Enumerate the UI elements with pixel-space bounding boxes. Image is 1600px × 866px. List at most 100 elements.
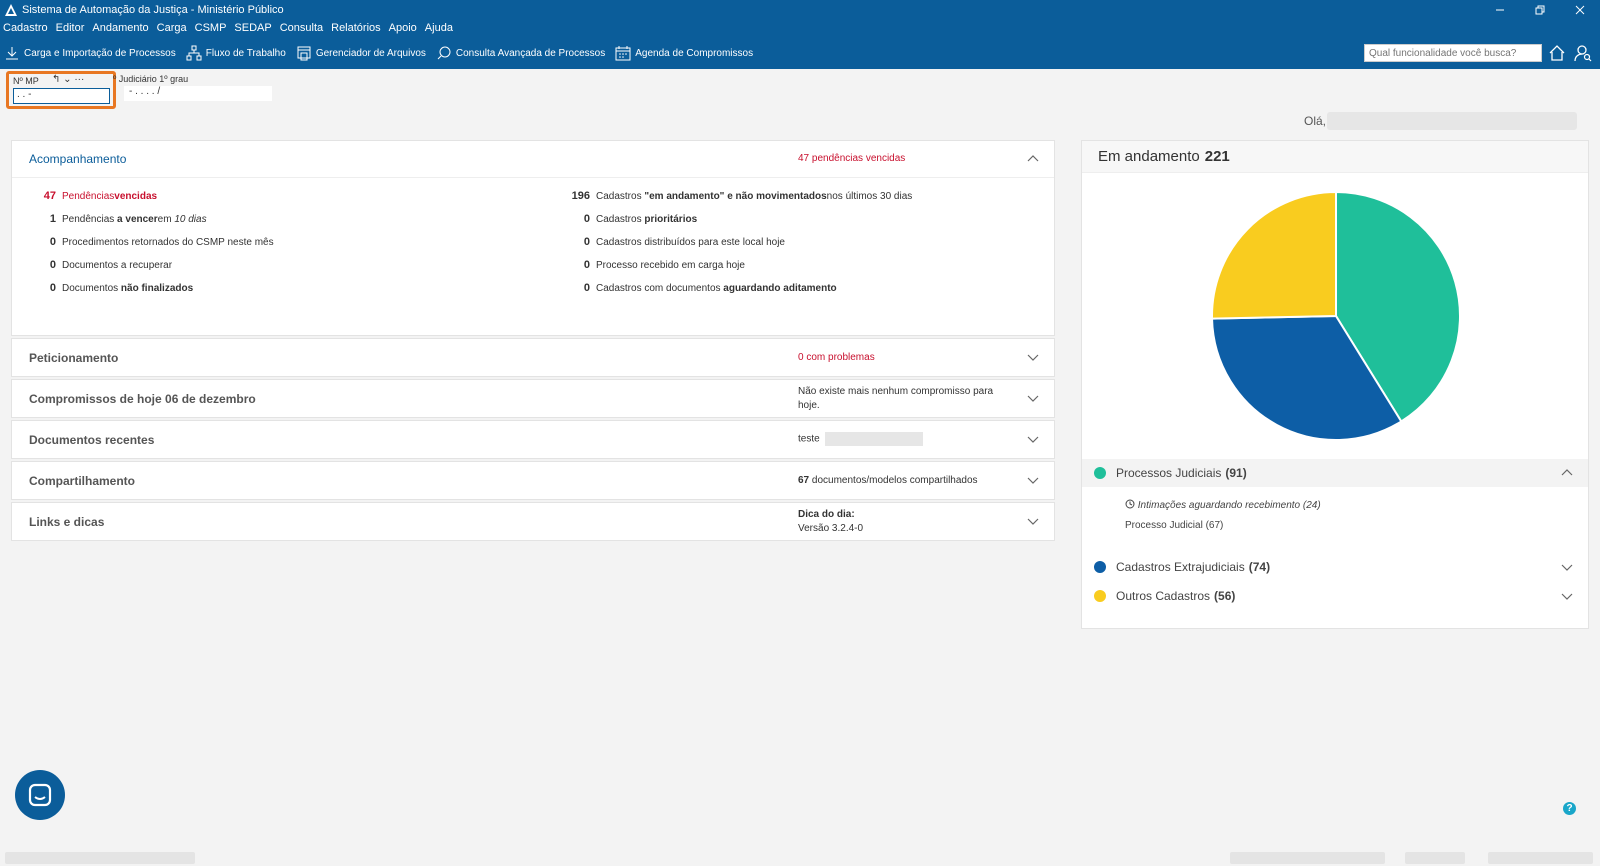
documentos-header[interactable]: Documentos recentes teste (12, 421, 1054, 458)
stat-num: 1 (49, 213, 56, 225)
stat-tail: em (157, 213, 172, 225)
documentos-text[interactable]: teste (798, 433, 820, 445)
judiciario-label[interactable]: º Judiciário 1º grau (113, 74, 189, 84)
fluxo-trabalho-button[interactable]: Fluxo de Trabalho (186, 45, 286, 61)
stat-processo-recebido[interactable]: 0 Processo recebido em carga hoje (560, 259, 745, 271)
judiciario-number-input[interactable]: - . . . . / (124, 86, 272, 101)
em-andamento-total: 221 (1204, 148, 1230, 165)
download-icon (6, 47, 18, 60)
chevron-down-icon[interactable] (1026, 391, 1040, 405)
fluxo-trabalho-label: Fluxo de Trabalho (205, 47, 286, 59)
compartilhamento-title: Compartilhamento (29, 473, 136, 488)
user-name-redacted (1327, 112, 1577, 130)
window-title: Sistema de Automação da Justiça - Minist… (22, 3, 284, 16)
legend-processos-judiciais[interactable]: Processos Judiciais (91) (1082, 459, 1588, 487)
chevron-up-icon[interactable] (1026, 152, 1040, 166)
chevron-up-icon[interactable] (1560, 466, 1574, 480)
dica-text: Versão 3.2.4-0 (798, 522, 864, 534)
menu-andamento[interactable]: Andamento (92, 22, 149, 34)
restore-icon (1535, 5, 1545, 14)
menu-editor[interactable]: Editor (55, 22, 85, 34)
close-button[interactable] (1560, 0, 1600, 19)
menu-carga[interactable]: Carga (156, 22, 187, 34)
user-search-button[interactable] (1572, 42, 1594, 64)
carga-importacao-button[interactable]: Carga e Importação de Processos (4, 45, 176, 61)
pie-slice-outros-cadastros[interactable] (1211, 190, 1337, 320)
stat-cadastros-distribuidos[interactable]: 0 Cadastros distribuídos para este local… (560, 236, 785, 248)
mp-field-options[interactable]: ↰ ⌄ ··· (52, 74, 85, 85)
stat-num: 47 (43, 190, 56, 202)
pie-slice-processos-judiciais[interactable] (1335, 190, 1461, 423)
chat-button[interactable] (15, 770, 65, 820)
chevron-down-icon[interactable] (1560, 560, 1574, 574)
legend-cadastros-extrajudiciais[interactable]: Cadastros Extrajudiciais (74) (1082, 553, 1588, 581)
menu-consulta[interactable]: Consulta (279, 22, 324, 34)
menu-cadastro[interactable]: Cadastro (3, 22, 48, 34)
stat-cadastros-prioritarios[interactable]: 0 Cadastros prioritários (560, 213, 697, 225)
stat-text: Pendências (62, 213, 115, 225)
pie-slice-cadastros-extrajudiciais[interactable] (1211, 314, 1403, 441)
stat-pendencias-a-vencer[interactable]: 1 Pendências a vencer em 10 dias (26, 213, 207, 225)
stat-cadastros-em-andamento[interactable]: 196 Cadastros "em andamento" e não movim… (560, 190, 913, 202)
agenda-compromissos-button[interactable]: Agenda de Compromissos (615, 45, 753, 61)
mp-number-input[interactable]: . . - (13, 88, 110, 104)
stat-bold: não finalizados (120, 282, 194, 294)
panel-compartilhamento: Compartilhamento 67 documentos/modelos c… (11, 461, 1055, 500)
status-bar-redacted (5, 852, 195, 864)
legend-dot (1094, 590, 1106, 602)
stat-num: 196 (571, 190, 590, 202)
chevron-down-icon[interactable] (1026, 350, 1040, 364)
menu-ajuda[interactable]: Ajuda (424, 22, 453, 34)
processo-text: Processo Judicial (67) (1125, 520, 1224, 531)
em-andamento-title: Em andamento (1098, 148, 1200, 165)
chevron-down-icon[interactable] (1560, 589, 1574, 603)
acompanhamento-summary: 47 pendências vencidas (798, 152, 998, 166)
menu-csmp[interactable]: CSMP (194, 22, 227, 34)
compromissos-title: Compromissos de hoje 06 de dezembro (29, 391, 256, 406)
gerenciador-arquivos-button[interactable]: Gerenciador de Arquivos (296, 45, 426, 61)
menu-apoio[interactable]: Apoio (388, 22, 417, 34)
mp-field-group: Nº MP ↰ ⌄ ··· . . - (6, 71, 116, 109)
legend-name: Cadastros Extrajudiciais (1116, 560, 1245, 574)
stat-num: 0 (583, 259, 590, 271)
stat-tail: nos últimos 30 dias (826, 190, 913, 202)
home-button[interactable] (1546, 42, 1568, 64)
acompanhamento-header[interactable]: Acompanhamento 47 pendências vencidas (12, 141, 1054, 177)
minimize-icon (1496, 9, 1504, 10)
compromissos-header[interactable]: Compromissos de hoje 06 de dezembro Não … (12, 380, 1054, 417)
legend-outros-cadastros[interactable]: Outros Cadastros (56) (1082, 582, 1588, 610)
menu-bar: Cadastro Editor Andamento Carga CSMP SED… (0, 19, 1600, 37)
consulta-avancada-button[interactable]: Consulta Avançada de Processos (436, 45, 605, 61)
acompanhamento-title: Acompanhamento (29, 152, 127, 166)
stat-text: Cadastros com documentos (596, 282, 721, 294)
compartilhamento-summary: 67 documentos/modelos compartilhados (798, 474, 998, 488)
sub-item-intimacoes[interactable]: Intimações aguardando recebimento (24) (1125, 499, 1321, 511)
links-header[interactable]: Links e dicas Dica do dia: Versão 3.2.4-… (12, 503, 1054, 540)
stat-cadastros-aditamento[interactable]: 0 Cadastros com documentos aguardando ad… (560, 282, 837, 294)
carga-importacao-label: Carga e Importação de Processos (24, 47, 176, 59)
panel-peticionamento: Peticionamento 0 com problemas (11, 338, 1055, 377)
chat-icon (28, 783, 52, 807)
stat-procedimentos-retornados[interactable]: 0 Procedimentos retornados do CSMP neste… (26, 236, 274, 248)
peticionamento-header[interactable]: Peticionamento 0 com problemas (12, 339, 1054, 376)
restore-button[interactable] (1520, 0, 1560, 19)
compartilhamento-count: 67 (798, 474, 810, 486)
stat-documentos-recuperar[interactable]: 0 Documentos a recuperar (26, 259, 172, 271)
chevron-down-icon[interactable] (1026, 514, 1040, 528)
legend-dot (1094, 467, 1106, 479)
search-chat-icon (437, 46, 451, 60)
compartilhamento-header[interactable]: Compartilhamento 67 documentos/modelos c… (12, 462, 1054, 499)
chevron-down-icon[interactable] (1026, 473, 1040, 487)
panel-compromissos: Compromissos de hoje 06 de dezembro Não … (11, 379, 1055, 418)
documentos-redacted (825, 432, 924, 447)
help-icon[interactable]: ? (1563, 802, 1576, 815)
sub-item-processo-judicial[interactable]: Processo Judicial (67) (1125, 520, 1223, 531)
menu-sedap[interactable]: SEDAP (234, 22, 272, 34)
stat-documentos-nao-finalizados[interactable]: 0 Documentos não finalizados (26, 282, 193, 294)
stat-pendencias-vencidas[interactable]: 47 Pendências vencidas (26, 190, 157, 202)
menu-relatorios[interactable]: Relatórios (331, 22, 381, 34)
status-bar-redacted (1230, 852, 1385, 864)
minimize-button[interactable] (1480, 0, 1520, 19)
feature-search-input[interactable] (1364, 44, 1542, 62)
chevron-down-icon[interactable] (1026, 432, 1040, 446)
